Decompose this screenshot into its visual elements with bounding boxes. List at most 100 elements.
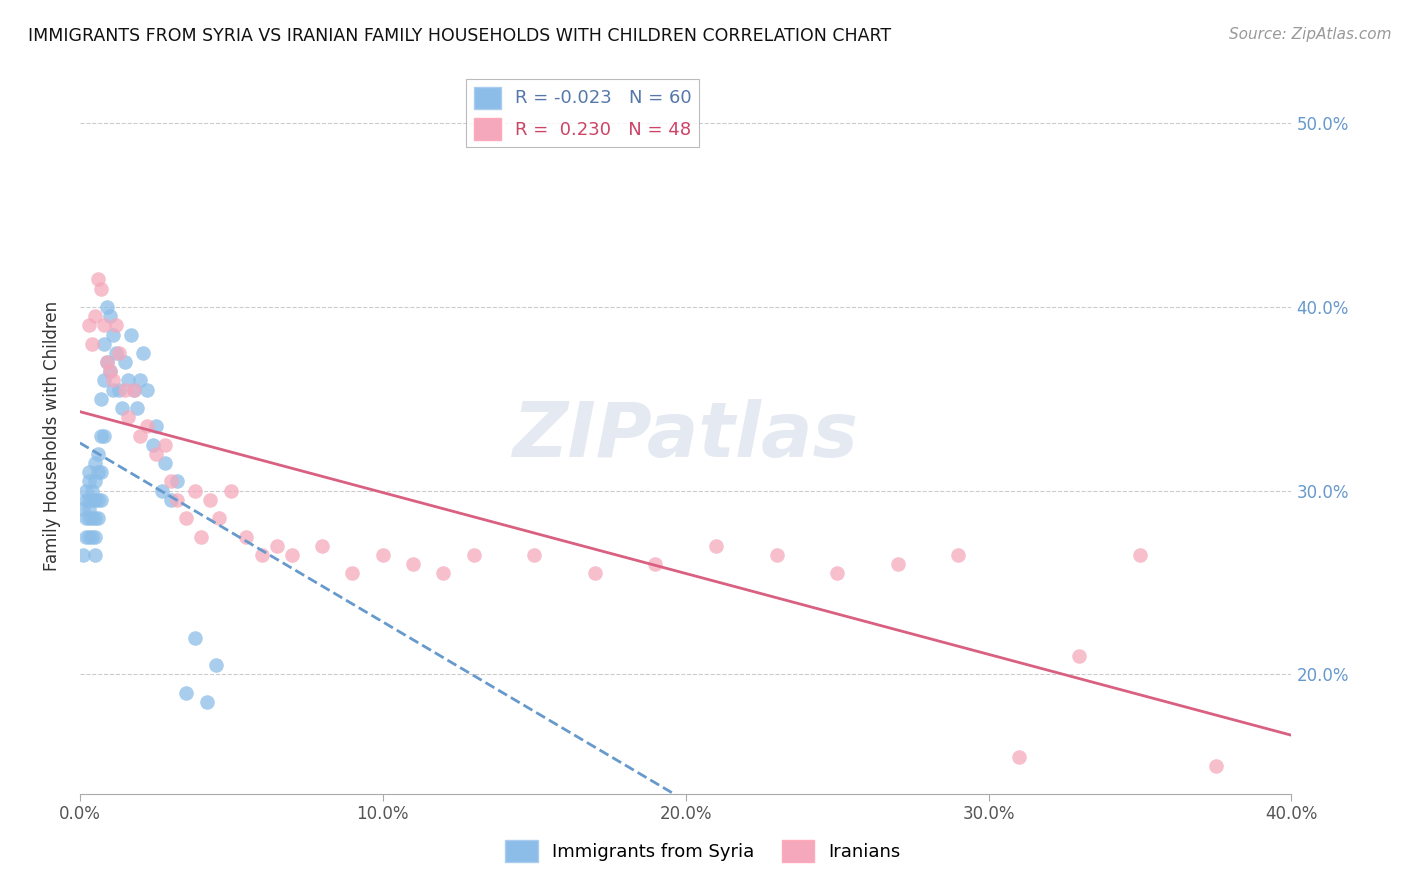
Point — [117, 410, 139, 425]
Point — [84, 475, 107, 489]
Point — [93, 374, 115, 388]
Point — [96, 300, 118, 314]
Point — [132, 346, 155, 360]
Point — [208, 511, 231, 525]
Point — [77, 475, 100, 489]
Point — [124, 383, 146, 397]
Point — [75, 483, 97, 498]
Point — [77, 318, 100, 333]
Point — [145, 447, 167, 461]
Point — [1205, 759, 1227, 773]
Point — [84, 309, 107, 323]
Point — [84, 492, 107, 507]
Point — [84, 548, 107, 562]
Point — [75, 511, 97, 525]
Point — [98, 309, 121, 323]
Point — [195, 695, 218, 709]
Point — [583, 566, 606, 581]
Point — [84, 530, 107, 544]
Point — [105, 318, 128, 333]
Point — [371, 548, 394, 562]
Point — [266, 539, 288, 553]
Legend: R = -0.023   N = 60, R =  0.230   N = 48: R = -0.023 N = 60, R = 0.230 N = 48 — [467, 79, 699, 147]
Point — [129, 428, 152, 442]
Point — [153, 438, 176, 452]
Point — [103, 327, 125, 342]
Point — [166, 492, 188, 507]
Point — [80, 483, 103, 498]
Point — [90, 392, 112, 406]
Point — [129, 374, 152, 388]
Point — [825, 566, 848, 581]
Point — [184, 483, 207, 498]
Point — [135, 383, 157, 397]
Point — [1069, 648, 1091, 663]
Text: IMMIGRANTS FROM SYRIA VS IRANIAN FAMILY HOUSEHOLDS WITH CHILDREN CORRELATION CHA: IMMIGRANTS FROM SYRIA VS IRANIAN FAMILY … — [28, 27, 891, 45]
Point — [77, 502, 100, 516]
Point — [886, 557, 908, 571]
Point — [221, 483, 243, 498]
Text: Source: ZipAtlas.com: Source: ZipAtlas.com — [1229, 27, 1392, 42]
Point — [93, 318, 115, 333]
Point — [150, 483, 173, 498]
Point — [90, 282, 112, 296]
Point — [98, 364, 121, 378]
Text: ZIPatlas: ZIPatlas — [513, 399, 859, 473]
Point — [142, 438, 165, 452]
Point — [72, 502, 94, 516]
Point — [198, 492, 221, 507]
Point — [704, 539, 727, 553]
Point — [765, 548, 787, 562]
Point — [87, 447, 110, 461]
Point — [153, 456, 176, 470]
Point — [1008, 750, 1031, 764]
Point — [84, 456, 107, 470]
Point — [948, 548, 970, 562]
Point — [87, 492, 110, 507]
Point — [77, 511, 100, 525]
Point — [159, 475, 181, 489]
Point — [174, 511, 197, 525]
Point — [342, 566, 364, 581]
Point — [75, 492, 97, 507]
Point — [80, 336, 103, 351]
Point — [523, 548, 546, 562]
Point — [105, 346, 128, 360]
Point — [103, 374, 125, 388]
Point — [96, 355, 118, 369]
Point — [77, 465, 100, 479]
Point — [90, 465, 112, 479]
Point — [120, 327, 142, 342]
Point — [644, 557, 666, 571]
Point — [93, 428, 115, 442]
Point — [90, 428, 112, 442]
Point — [124, 383, 146, 397]
Point — [159, 492, 181, 507]
Point — [111, 401, 134, 415]
Point — [145, 419, 167, 434]
Point — [84, 511, 107, 525]
Point — [90, 492, 112, 507]
Point — [127, 401, 149, 415]
Point — [80, 530, 103, 544]
Point — [80, 492, 103, 507]
Point — [463, 548, 485, 562]
Point — [402, 557, 425, 571]
Point — [108, 346, 131, 360]
Point — [135, 419, 157, 434]
Point — [87, 272, 110, 286]
Point — [311, 539, 333, 553]
Point — [174, 686, 197, 700]
Point — [205, 658, 228, 673]
Y-axis label: Family Households with Children: Family Households with Children — [44, 301, 60, 571]
Point — [103, 383, 125, 397]
Point — [87, 511, 110, 525]
Point — [98, 364, 121, 378]
Legend: Immigrants from Syria, Iranians: Immigrants from Syria, Iranians — [498, 833, 908, 870]
Point — [114, 355, 136, 369]
Point — [250, 548, 273, 562]
Point — [117, 374, 139, 388]
Point — [77, 492, 100, 507]
Point — [72, 548, 94, 562]
Point — [235, 530, 257, 544]
